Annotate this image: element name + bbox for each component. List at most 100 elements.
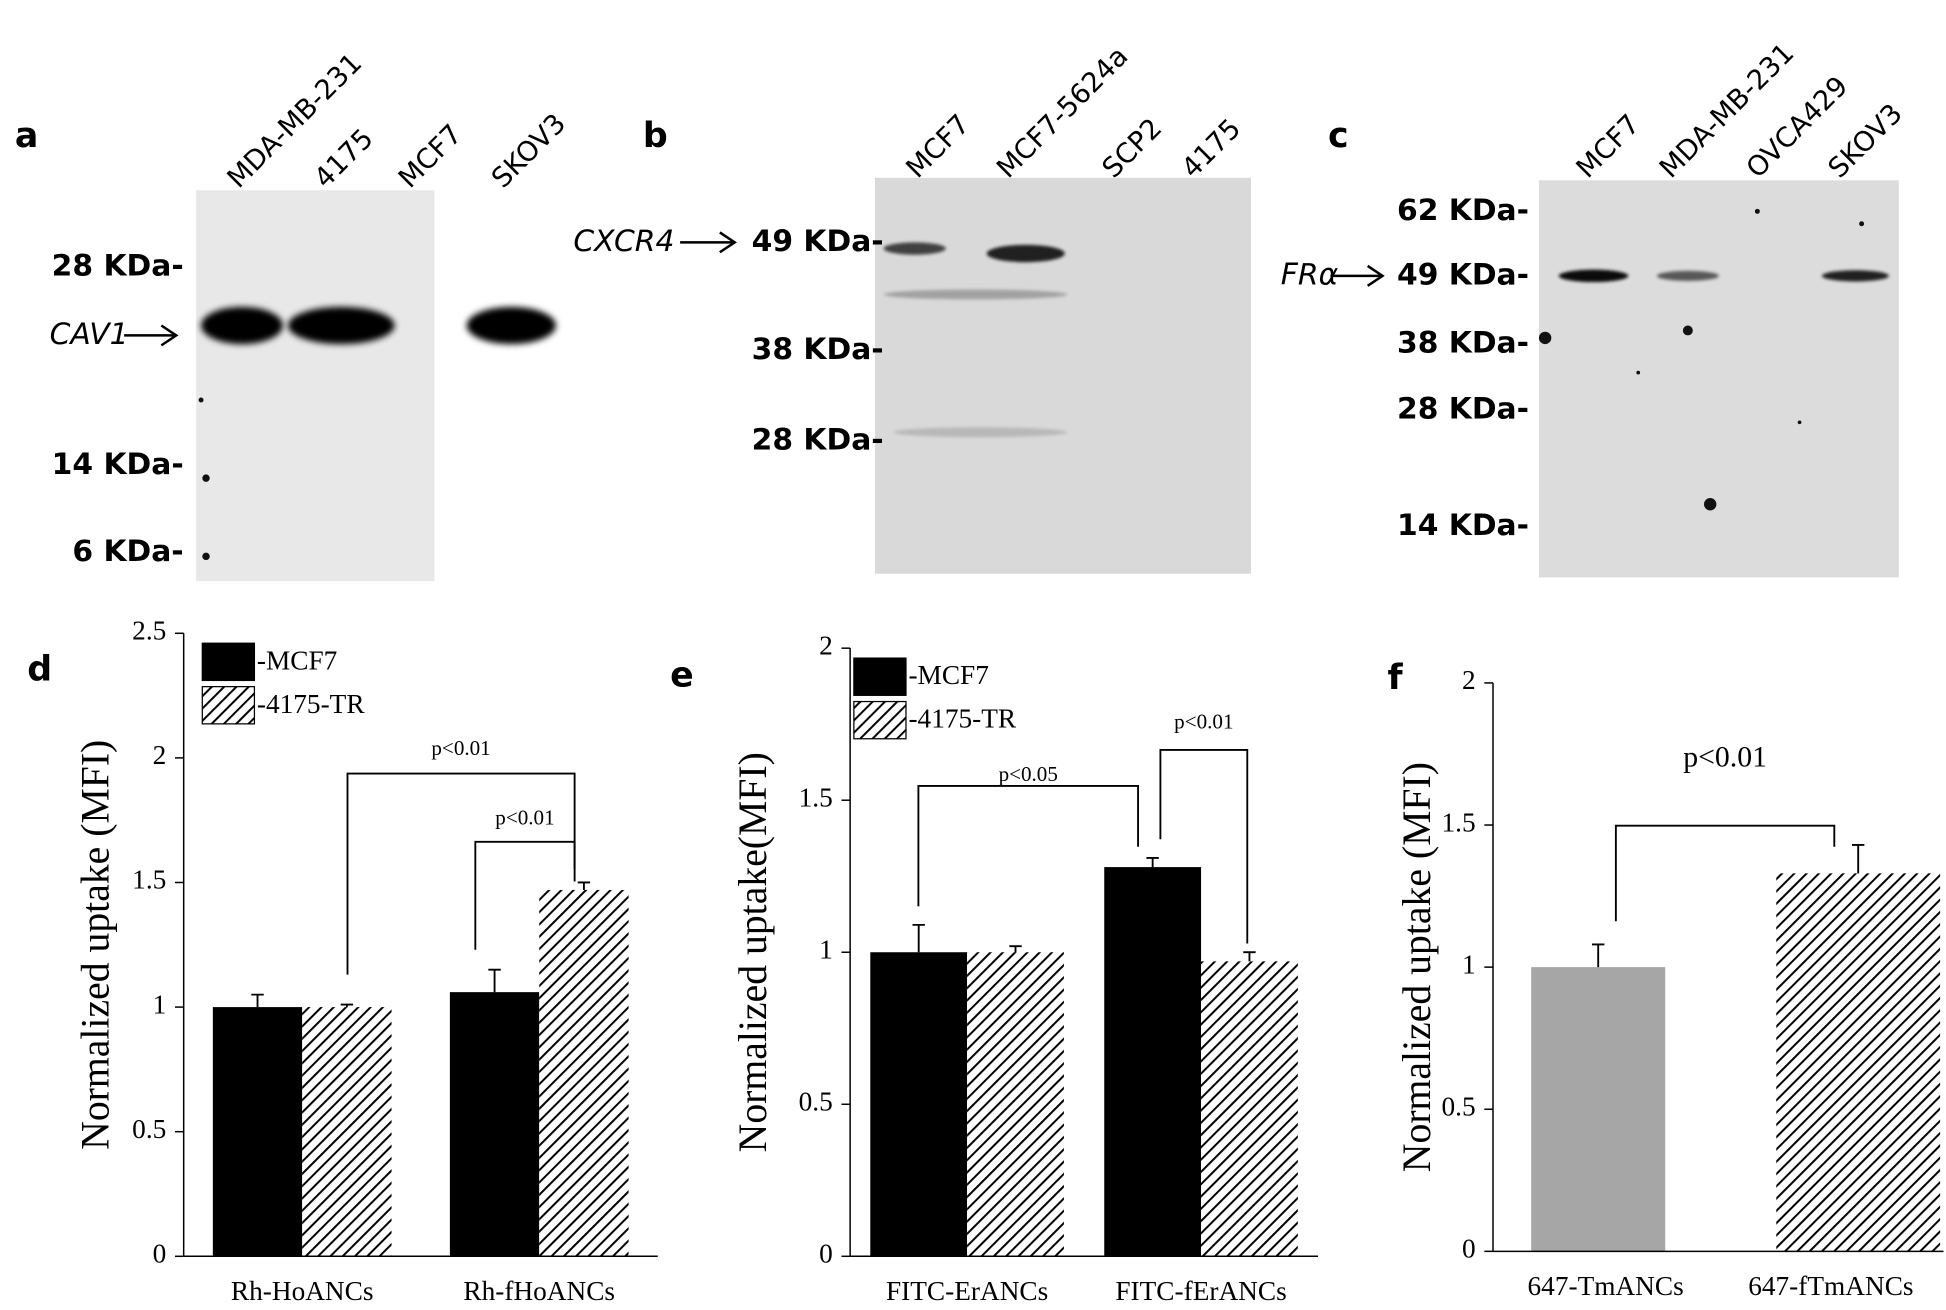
legend-swatch [853, 657, 907, 696]
blot-band [201, 306, 283, 345]
blot-membrane [1538, 180, 1899, 578]
marker-label: 49 KDa- [752, 224, 884, 259]
panel-letter: a [15, 116, 38, 156]
marker-label: 38 KDa- [1397, 326, 1529, 361]
y-axis-title: Normalized uptake(MFI) [731, 752, 775, 1152]
legend-label: -4175-TR [908, 704, 1016, 734]
blot-band [466, 306, 556, 345]
x-tick-label: 647-fTmANCs [1748, 1271, 1913, 1301]
legend-label: -4175-TR [257, 689, 365, 719]
panel-letter: d [27, 650, 52, 690]
y-tick-label: 0.5 [799, 1087, 833, 1117]
x-tick-label: FITC-fErANCs [1115, 1276, 1286, 1306]
lane-label: MCF7 [393, 119, 468, 194]
blot-membrane [874, 177, 1251, 574]
bar [1776, 873, 1941, 1252]
significance-bracket [917, 785, 1139, 907]
y-tick-label: 1 [1462, 949, 1476, 979]
lane-label: 4175 [309, 123, 380, 194]
blot-membrane [196, 190, 435, 582]
y-tick-label: 2 [819, 630, 833, 660]
significance-bracket [1159, 749, 1249, 944]
legend-label: -MCF7 [908, 660, 988, 690]
legend-swatch [201, 686, 256, 725]
marker-label: 49 KDa- [1397, 257, 1529, 292]
speck [1859, 221, 1865, 227]
y-tick-label: 1 [153, 989, 167, 1019]
marker-label: 38 KDa- [752, 332, 884, 367]
marker-label: 28 KDa- [752, 422, 884, 457]
error-bar [912, 923, 925, 953]
blot-band [986, 244, 1065, 263]
blot-band [883, 289, 1068, 300]
bar [1531, 967, 1666, 1252]
y-tick-label: 1.5 [132, 865, 166, 895]
y-tick-label: 1 [819, 935, 833, 965]
speck [1703, 498, 1717, 511]
significance-bracket [1614, 824, 1836, 922]
error-bar [577, 881, 591, 890]
arrow-head [160, 324, 179, 347]
blot-band [893, 427, 1068, 438]
error-bar [1146, 857, 1159, 868]
y-tick-label: 0 [819, 1239, 833, 1269]
protein-label: CAV1 [50, 317, 129, 352]
bar [1201, 961, 1298, 1257]
speck [1636, 370, 1641, 375]
marker-label: 28 KDa- [52, 249, 184, 284]
x-tick-label: Rh-HoANCs [231, 1276, 374, 1306]
panel-letter: b [643, 116, 668, 156]
protein-label: FRα [1281, 257, 1339, 292]
legend-label: -MCF7 [257, 645, 337, 675]
lane-label: 4175 [1176, 113, 1247, 184]
y-tick-label: 0 [1462, 1234, 1476, 1264]
error-bar [1009, 945, 1022, 953]
lane-label: SCP2 [1097, 113, 1169, 185]
significance-bracket [474, 840, 576, 950]
bar [967, 952, 1064, 1257]
speck [1754, 208, 1760, 214]
blot-band [287, 306, 395, 345]
bar [870, 952, 968, 1257]
significance-label: p<0.01 [495, 805, 554, 829]
y-tick-label: 0.5 [132, 1114, 166, 1144]
speck [1682, 325, 1693, 336]
speck [198, 397, 204, 403]
error-bar [1591, 943, 1605, 968]
y-tick-label: 0 [153, 1239, 167, 1269]
panel-letter: e [670, 656, 694, 696]
error-bar [1851, 843, 1865, 874]
bar [449, 992, 540, 1257]
protein-label: CXCR4 [573, 224, 674, 259]
panel-letter: f [1388, 658, 1404, 698]
marker-label: 6 KDa- [72, 534, 183, 569]
x-tick-label: FITC-ErANCs [886, 1276, 1048, 1306]
marker-label: 28 KDa- [1397, 391, 1529, 426]
y-tick-label: 1.5 [1442, 807, 1476, 837]
lane-label: SKOV3 [486, 108, 572, 194]
blot-band [1558, 269, 1629, 283]
significance-label: p<0.01 [431, 736, 490, 760]
lane-label: MCF7 [1571, 109, 1646, 184]
significance-label: p<0.01 [1174, 710, 1233, 734]
error-bar [488, 968, 501, 993]
y-tick-label: 2 [153, 740, 167, 770]
speck [202, 474, 210, 482]
blot-band [883, 242, 946, 255]
blot-band [1821, 270, 1889, 282]
x-tick-label: 647-TmANCs [1528, 1271, 1684, 1301]
significance-bracket [346, 772, 576, 975]
legend-swatch [201, 642, 256, 682]
panel-letter: c [1328, 116, 1349, 156]
error-bar [340, 1003, 354, 1008]
lane-label: MCF7 [901, 109, 976, 184]
speck [1797, 420, 1802, 425]
speck [1538, 331, 1552, 345]
significance-label: p<0.01 [1683, 741, 1767, 774]
y-tick-label: 2.5 [132, 616, 166, 646]
marker-label: 14 KDa- [52, 447, 184, 482]
y-tick-label: 0.5 [1442, 1091, 1476, 1121]
x-tick-label: Rh-fHoANCs [463, 1276, 615, 1306]
